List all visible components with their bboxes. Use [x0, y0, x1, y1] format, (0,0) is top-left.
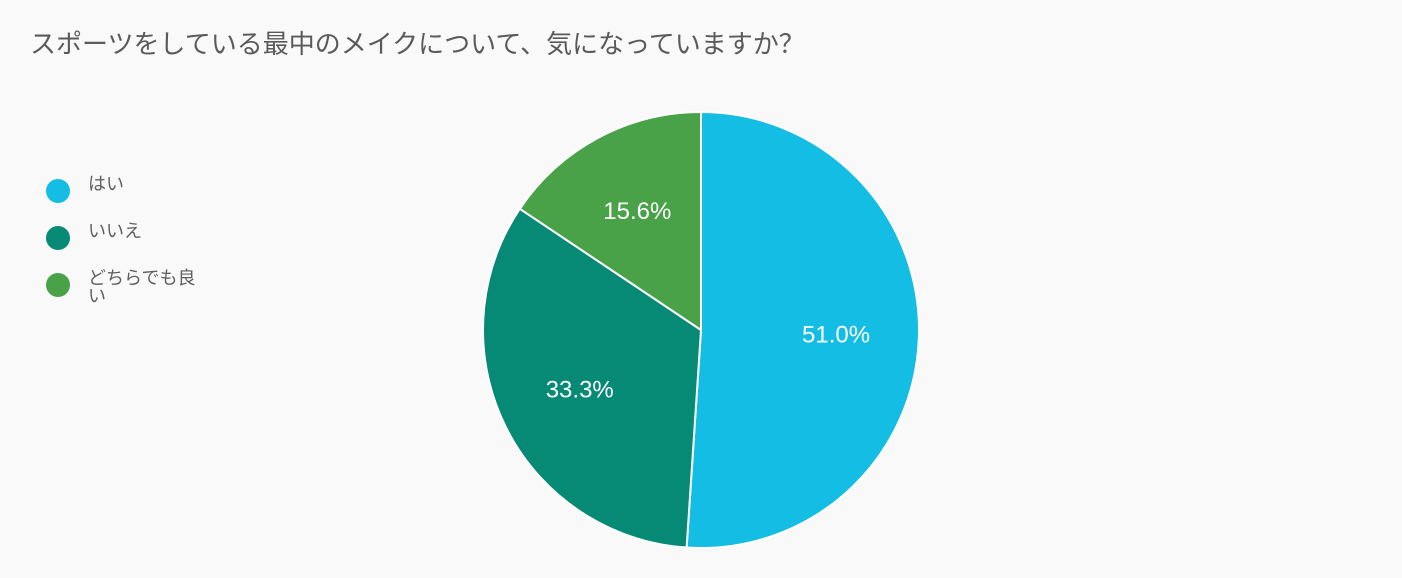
legend-label-yes: はい: [88, 174, 124, 195]
pie-slice-yes[interactable]: [685, 110, 920, 549]
slice-label-yes: 51.0%: [802, 321, 870, 348]
pie-slice-no[interactable]: [482, 207, 703, 549]
legend-item-no[interactable]: いいえ: [46, 223, 216, 250]
legend: はい いいえ どちらでも良い: [46, 176, 216, 326]
legend-item-yes[interactable]: はい: [46, 176, 216, 203]
chart-title: スポーツをしている最中のメイクについて、気になっていますか？: [30, 30, 805, 60]
pie-slice-either[interactable]: [518, 110, 702, 332]
legend-swatch-yes: [46, 179, 70, 203]
slice-label-either: 15.6%: [603, 198, 671, 225]
legend-item-either[interactable]: どちらでも良い: [46, 270, 216, 306]
legend-swatch-either: [46, 273, 70, 297]
legend-label-no: いいえ: [88, 221, 142, 242]
legend-swatch-no: [46, 226, 70, 250]
slice-label-no: 33.3%: [546, 377, 614, 404]
legend-label-either: どちらでも良い: [88, 268, 196, 307]
